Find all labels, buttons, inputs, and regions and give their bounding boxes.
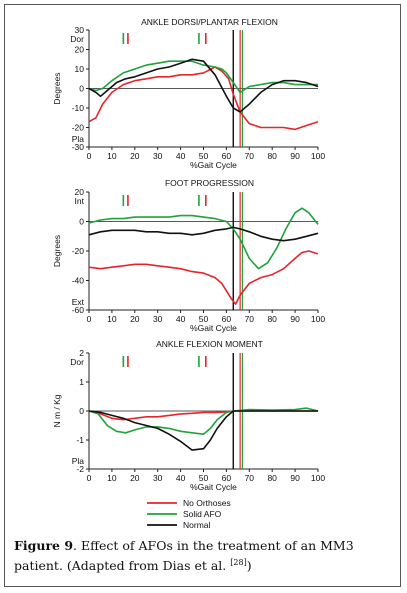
caption-text: . Effect of AFOs in the treatment of an … bbox=[14, 538, 354, 574]
y-tick-label: 1 bbox=[79, 377, 84, 387]
chart-title: FOOT PROGRESSION bbox=[165, 178, 254, 188]
caption-text-end: ) bbox=[246, 558, 252, 574]
x-tick-label: 40 bbox=[176, 314, 186, 324]
x-tick-label: 100 bbox=[311, 314, 325, 324]
x-tick-label: 50 bbox=[199, 314, 209, 324]
y-tick-label: 0 bbox=[79, 406, 84, 416]
y-tick-label: -2 bbox=[76, 464, 84, 474]
caption-label: Figure 9 bbox=[14, 538, 74, 553]
y-tick-label: -40 bbox=[72, 276, 85, 286]
series-line-normal bbox=[88, 410, 318, 451]
legend-label: Solid AFO bbox=[183, 509, 222, 519]
x-tick-label: 0 bbox=[87, 151, 92, 161]
y-tick-label: -30 bbox=[72, 142, 85, 152]
chart-title: ANKLE FLEXION MOMENT bbox=[156, 339, 263, 349]
legend-label: No Orthoses bbox=[183, 498, 231, 508]
x-tick-label: 30 bbox=[153, 151, 163, 161]
legend-label: Normal bbox=[183, 520, 211, 530]
y-tick-label: -10 bbox=[72, 103, 85, 113]
y-axis-label: N m / Kg bbox=[52, 394, 62, 427]
y-tick-label: -20 bbox=[72, 123, 85, 133]
y-tick-label: 20 bbox=[75, 187, 85, 197]
x-tick-label: 10 bbox=[107, 151, 117, 161]
y-axis-label: Degrees bbox=[52, 235, 62, 267]
figure-frame bbox=[4, 4, 401, 587]
y-tick-label: -60 bbox=[72, 305, 85, 315]
x-tick-label: 80 bbox=[267, 314, 277, 324]
x-tick-label: 40 bbox=[176, 473, 186, 483]
x-tick-label: 0 bbox=[87, 314, 92, 324]
x-tick-label: 90 bbox=[290, 151, 300, 161]
series-line-solid-afo bbox=[88, 407, 319, 435]
y-tick-label: 30 bbox=[75, 25, 85, 35]
y-top-word: Dor bbox=[70, 357, 84, 367]
y-tick-label: 20 bbox=[75, 45, 85, 55]
x-tick-label: 30 bbox=[153, 314, 163, 324]
x-tick-label: 20 bbox=[130, 473, 140, 483]
x-tick-label: 30 bbox=[153, 473, 163, 483]
x-tick-label: 80 bbox=[267, 473, 277, 483]
y-top-word: Int bbox=[75, 196, 85, 206]
x-tick-label: 60 bbox=[222, 151, 232, 161]
y-axis-label: Degrees bbox=[52, 72, 62, 104]
y-top-word: Dor bbox=[70, 34, 84, 44]
x-tick-label: 10 bbox=[107, 314, 117, 324]
x-tick-label: 60 bbox=[222, 473, 232, 483]
chart-panel-2: FOOT PROGRESSION 20 0 -20 -40 -60 Int Ext Degree… bbox=[52, 178, 325, 333]
y-bottom-word: Ext bbox=[72, 297, 85, 307]
figure-caption: Figure 9. Effect of AFOs in the treatmen… bbox=[14, 537, 394, 574]
x-tick-label: 100 bbox=[311, 151, 325, 161]
x-tick-label: 20 bbox=[130, 151, 140, 161]
x-tick-label: 70 bbox=[245, 151, 255, 161]
x-tick-label: 10 bbox=[107, 473, 117, 483]
x-tick-label: 90 bbox=[290, 473, 300, 483]
y-bottom-word: Pla bbox=[72, 456, 85, 466]
x-axis-label: %Gait Cycle bbox=[190, 160, 237, 170]
x-tick-label: 0 bbox=[87, 473, 92, 483]
x-tick-label: 20 bbox=[130, 314, 140, 324]
y-tick-label: 0 bbox=[79, 217, 84, 227]
y-tick-label: 10 bbox=[75, 64, 85, 74]
y-tick-label: -1 bbox=[76, 435, 84, 445]
y-bottom-word: Pla bbox=[72, 134, 85, 144]
chart-title: ANKLE DORSI/PLANTAR FLEXION bbox=[141, 17, 278, 27]
series-line-solid-afo bbox=[88, 60, 318, 94]
x-tick-label: 50 bbox=[199, 151, 209, 161]
x-tick-label: 100 bbox=[311, 473, 325, 483]
caption-ref: [28] bbox=[230, 558, 247, 567]
y-tick-label: 2 bbox=[79, 348, 84, 358]
x-tick-label: 40 bbox=[176, 151, 186, 161]
series-line-normal bbox=[88, 226, 319, 242]
x-tick-label: 90 bbox=[290, 314, 300, 324]
x-axis-label: %Gait Cycle bbox=[190, 482, 237, 492]
x-tick-label: 70 bbox=[245, 314, 255, 324]
x-axis-label: %Gait Cycle bbox=[190, 323, 237, 333]
series-line-solid-afo bbox=[88, 207, 319, 270]
y-tick-label: 0 bbox=[79, 84, 84, 94]
series-line-no-orthoses bbox=[88, 250, 319, 305]
series-line-no-orthoses bbox=[88, 66, 319, 131]
x-tick-label: 50 bbox=[199, 473, 209, 483]
x-tick-label: 80 bbox=[267, 151, 277, 161]
y-tick-label: -20 bbox=[72, 246, 85, 256]
x-tick-label: 60 bbox=[222, 314, 232, 324]
series-line-normal bbox=[88, 58, 319, 113]
x-tick-label: 70 bbox=[245, 473, 255, 483]
chart-panel-1: ANKLE DORSI/PLANTAR FLEXION3020100-10-20… bbox=[52, 17, 325, 170]
